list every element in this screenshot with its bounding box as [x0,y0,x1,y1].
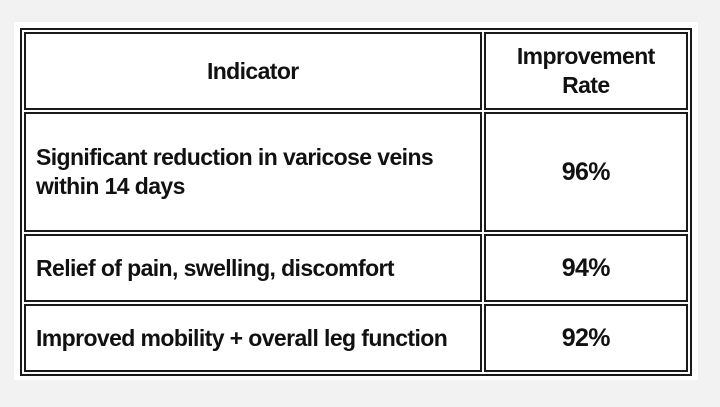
indicator-cell: Relief of pain, swelling, discomfort [24,234,482,303]
results-table: Indicator Improvement Rate Significant r… [20,28,692,376]
table-row: Relief of pain, swelling, discomfort 94% [24,234,688,303]
table-row: Significant reduction in varicose veins … [24,112,688,233]
rate-cell: 96% [483,112,688,233]
header-cell: Indicator [24,32,482,110]
header-row: Indicator Improvement Rate [24,32,688,110]
rate-cell: 92% [483,304,688,372]
header-cell: Improvement Rate [483,32,688,110]
indicator-cell: Improved mobility + overall leg function [24,304,482,372]
table-row: Improved mobility + overall leg function… [24,304,688,372]
rate-cell: 94% [483,234,688,303]
indicator-cell: Significant reduction in varicose veins … [24,112,482,233]
